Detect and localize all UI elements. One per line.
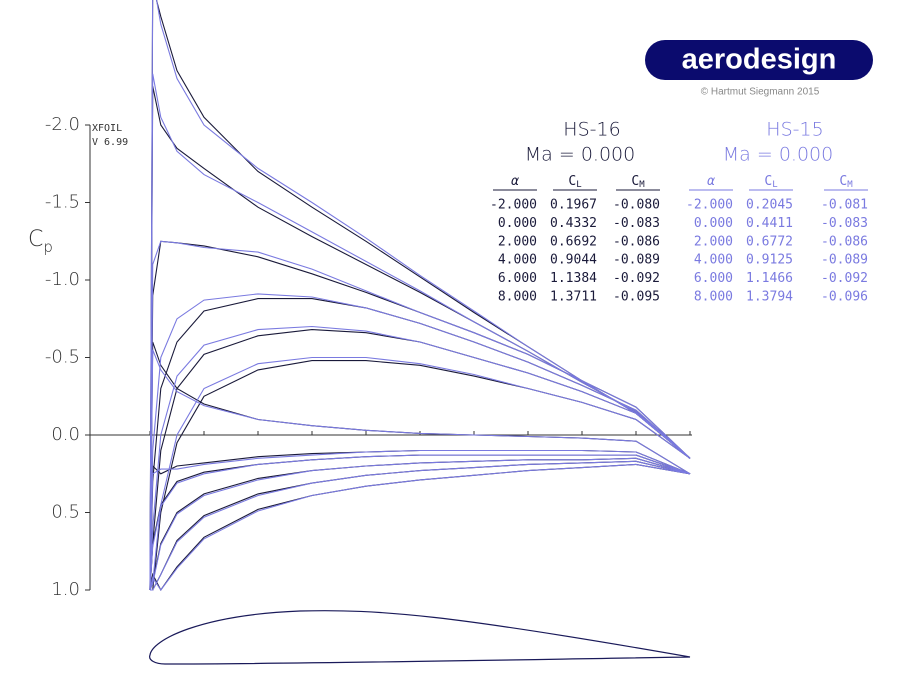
cp-curve	[149, 449, 691, 591]
table-cell: 0.6692	[550, 234, 597, 249]
cp-curve	[149, 463, 691, 591]
cp-curve	[149, 0, 691, 591]
table-cell: -2.000	[490, 198, 537, 213]
table-cell: -0.086	[613, 234, 660, 249]
copyright: © Hartmut Siegmann 2015	[701, 87, 820, 98]
table-cell: -0.089	[613, 253, 660, 268]
table-cell: 1.1466	[746, 271, 793, 286]
cp-curve	[149, 457, 691, 591]
table-cell: 2.000	[694, 234, 733, 249]
header-symbol: α	[511, 174, 519, 189]
y-tick-label: 0.0	[51, 424, 80, 445]
cp-curve	[149, 457, 691, 591]
cp-curve	[149, 293, 691, 591]
header-symbol: C	[631, 174, 639, 189]
cp-curve	[149, 349, 691, 591]
table-header: CM	[631, 174, 645, 190]
cp-curve	[149, 73, 691, 591]
y-tick-label: -1.5	[45, 192, 80, 213]
table-cell: 8.000	[694, 290, 733, 305]
table-cell: 4.000	[498, 253, 537, 268]
table-cell: -0.083	[613, 216, 660, 231]
y-label-symbol: C	[28, 227, 43, 252]
table-cell: 2.000	[498, 234, 537, 249]
table-cell: 1.1384	[550, 271, 597, 286]
table-cell: 0.1967	[550, 198, 597, 213]
table-cell: 1.3794	[746, 290, 793, 305]
table-cell: 4.000	[694, 253, 733, 268]
header-sub: M	[847, 180, 853, 190]
table-cell: 0.4332	[550, 216, 597, 231]
table-header: α	[511, 174, 519, 189]
y-tick-label: -0.5	[45, 347, 80, 368]
table-cell: 0.6772	[746, 234, 793, 249]
cp-curve	[149, 463, 691, 592]
table-cell: 6.000	[498, 271, 537, 286]
table-header: CL	[568, 174, 581, 190]
header-symbol: C	[839, 174, 847, 189]
table-cell: 0.9044	[550, 253, 597, 268]
cp-curve	[149, 240, 691, 591]
cp-curve	[149, 454, 691, 591]
table-cell: -0.092	[821, 271, 868, 286]
airfoil-shape	[149, 610, 691, 665]
table-cell: -0.096	[821, 290, 868, 305]
y-tick-label: -2.0	[45, 114, 80, 135]
table-cell: -0.092	[613, 271, 660, 286]
table-header: CM	[839, 174, 853, 190]
table-cell: 8.000	[498, 290, 537, 305]
table-cell: 1.3711	[550, 290, 597, 305]
header-symbol: C	[764, 174, 772, 189]
foil-name: HS-16	[563, 119, 620, 141]
table-header: α	[707, 174, 715, 189]
header-sub: M	[639, 180, 645, 190]
cp-curve	[149, 454, 691, 591]
table-cell: -2.000	[686, 198, 733, 213]
cp-curve	[149, 240, 691, 591]
foil-mach: Ma = 0.000	[525, 144, 635, 166]
y-axis-label: Cp	[28, 227, 53, 256]
cp-curve	[150, 460, 691, 591]
logo-badge	[645, 40, 873, 80]
table-cell: 6.000	[694, 271, 733, 286]
table-cell: -0.095	[613, 290, 660, 305]
table-cell: 0.000	[694, 216, 733, 231]
header-sub: L	[772, 180, 777, 190]
cp-curve	[149, 449, 691, 591]
y-tick-label: 1.0	[51, 579, 80, 600]
table-cell: -0.089	[821, 253, 868, 268]
cp-curve	[149, 356, 691, 591]
logo: aerodesign	[682, 44, 837, 76]
table-cell: 0.9125	[746, 253, 793, 268]
header-sub: L	[576, 180, 581, 190]
table-cell: 0.000	[498, 216, 537, 231]
cp-curve	[150, 360, 691, 591]
version: V 6.99	[92, 137, 128, 148]
table-cell: -0.081	[821, 198, 868, 213]
foil-name: HS-15	[766, 119, 823, 141]
header-symbol: α	[707, 174, 715, 189]
y-label-sub: p	[43, 238, 53, 256]
cp-curve	[149, 0, 691, 591]
program: XFOIL	[92, 123, 122, 134]
table-cell: 0.4411	[746, 216, 793, 231]
y-tick-label: -1.0	[45, 269, 80, 290]
y-tick-label: 0.5	[51, 502, 80, 523]
table-cell: 0.2045	[746, 198, 793, 213]
table-header: CL	[764, 174, 777, 190]
header-symbol: C	[568, 174, 576, 189]
table-cell: -0.086	[821, 234, 868, 249]
foil-mach: Ma = 0.000	[723, 144, 833, 166]
cp-curve	[149, 325, 691, 591]
table-cell: -0.080	[613, 198, 660, 213]
cp-curve	[150, 460, 691, 591]
table-cell: -0.083	[821, 216, 868, 231]
